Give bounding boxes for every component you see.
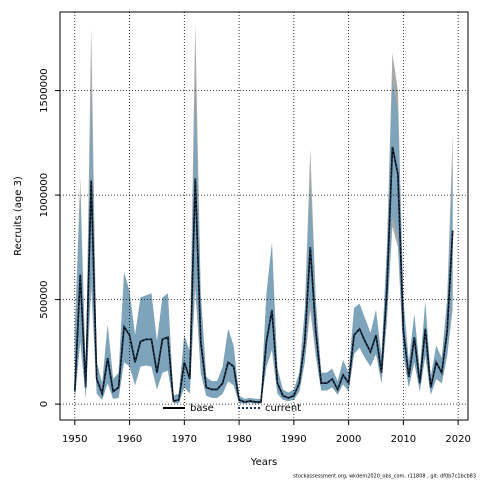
legend-label: base [190,403,214,414]
x-tick-label: 1960 [117,434,142,445]
x-tick-label: 1990 [281,434,306,445]
plot-frame [59,11,469,421]
x-tick-label: 2000 [336,434,361,445]
x-tick-label: 1980 [226,434,251,445]
y-tick-label: 1000000 [39,173,50,218]
y-tick-label: 0 [39,401,50,407]
x-axis-label: Years [250,457,277,468]
x-tick-label: 1970 [172,434,197,445]
y-axis-label: Recruits (age 3) [13,176,24,256]
x-tick-label: 2010 [391,434,416,445]
y-tick-label: 500000 [39,281,50,319]
confidence-band [74,80,453,404]
x-tick-label: 1950 [62,434,87,445]
x-tick-label: 2020 [445,434,470,445]
series-line [73,146,454,403]
footer: stockassessment.org, wkdem2020_obs_com, … [293,474,476,480]
y-tick-label: 1500000 [39,68,50,113]
legend-label: current [265,403,301,414]
